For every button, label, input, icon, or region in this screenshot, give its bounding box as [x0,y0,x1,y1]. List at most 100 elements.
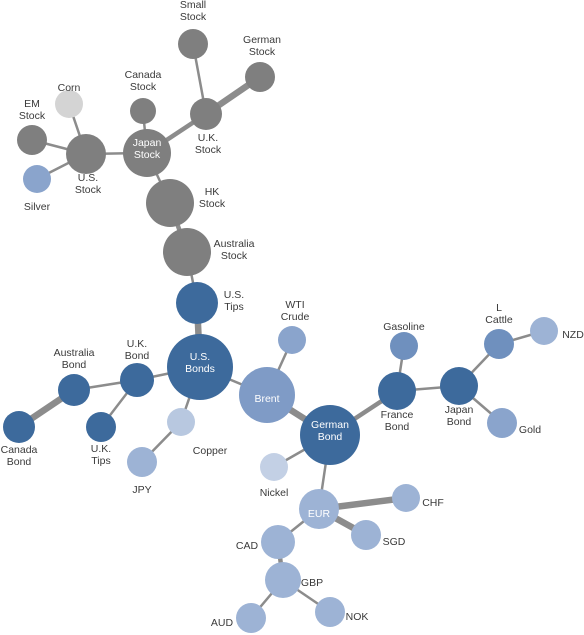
label-line: Silver [24,201,51,213]
label-line: U.S. [190,351,210,363]
label-line: NOK [346,611,369,623]
node-cad [261,525,295,559]
label-line: German [243,34,281,46]
node-nok [315,597,345,627]
label-nzd: NZD [562,329,584,341]
label-line: German [311,419,349,431]
node-wti [278,326,306,354]
node-layer [3,29,558,633]
label-canada-bond: Canada Bond [1,444,38,468]
label-gasoline: Gasoline [383,321,425,333]
node-japan-stock [123,129,171,177]
label-line: SGD [383,536,406,548]
label-small-stock: Small Stock [180,0,207,23]
label-line: Stock [180,11,207,23]
node-jpy [127,447,157,477]
label-em-stock: EM Stock [19,98,46,122]
node-l-cattle [484,329,514,359]
label-line: Canada [125,69,162,81]
node-small-stock [178,29,208,59]
node-france-bond [378,372,416,410]
node-german-stock [245,62,275,92]
node-silver [23,165,51,193]
label-japan-stock: Japan Stock [133,137,162,161]
label-line: Stock [221,250,248,262]
label-silver: Silver [24,201,51,213]
node-nickel [260,453,288,481]
label-brent: Brent [254,393,279,405]
label-line: AUD [211,617,234,629]
label-us-bonds: U.S. Bonds [185,351,215,375]
label-german-stock: German Stock [243,34,281,58]
label-france-bond: France Bond [381,409,414,433]
label-japan-bond: Japan Bond [445,404,474,428]
label-line: Japan [445,404,474,416]
label-line: France [381,409,414,421]
label-line: EUR [308,508,331,520]
label-line: Canada [1,444,38,456]
node-uk-stock [190,98,222,130]
label-line: Stock [75,184,102,196]
node-canada-bond [3,411,35,443]
node-corn [55,90,83,118]
label-line: U.S. [78,172,98,184]
node-aus-bond [58,374,90,406]
label-line: Bond [62,359,87,371]
label-line: U.K. [91,443,111,455]
label-line: WTI [285,299,304,311]
label-uk-bond: U.K. Bond [125,338,150,362]
label-aus-stock: Australia Stock [214,238,255,262]
node-sgd [351,520,381,550]
label-line: Bond [385,421,410,433]
label-line: Australia [214,238,255,250]
node-eur [299,489,339,529]
label-line: Australia [54,347,95,359]
label-line: JPY [132,484,151,496]
node-nzd [530,317,558,345]
label-line: CHF [422,497,444,509]
node-us-tips [176,282,218,324]
label-line: Bond [447,416,472,428]
label-us-tips: U.S. Tips [224,289,244,313]
node-japan-bond [440,367,478,405]
label-hk-stock: HK Stock [199,186,226,210]
label-line: U.K. [127,338,147,350]
node-german-bond [300,405,360,465]
label-wti: WTI Crude [281,299,310,323]
node-em-stock [17,125,47,155]
label-line: Nickel [260,487,289,499]
node-brent [239,367,295,423]
label-line: Stock [134,149,161,161]
label-line: Cattle [485,314,513,326]
label-line: Bond [7,456,32,468]
label-line: Stock [130,81,157,93]
node-gasoline [390,332,418,360]
label-uk-tips: U.K. Tips [91,443,111,467]
label-line: Copper [193,445,228,457]
label-german-bond: German Bond [311,419,349,443]
label-l-cattle: L Cattle [485,302,513,326]
node-hk-stock [146,179,194,227]
node-gbp [265,562,301,598]
label-sgd: SGD [383,536,406,548]
label-line: Stock [195,144,222,156]
label-line: CAD [236,540,259,552]
label-aud: AUD [211,617,234,629]
label-line: U.K. [198,132,218,144]
label-canada-stock: Canada Stock [125,69,162,93]
label-line: GBP [301,577,323,589]
label-line: Bond [125,350,150,362]
label-line: NZD [562,329,584,341]
label-aus-bond: Australia Bond [54,347,95,371]
node-canada-stock [130,98,156,124]
label-line: HK [205,186,220,198]
label-eur: EUR [308,508,331,520]
node-uk-bond [120,363,154,397]
label-line: Japan [133,137,162,149]
label-line: Crude [281,311,310,323]
label-line: EM [24,98,40,110]
node-copper [167,408,195,436]
label-uk-stock: U.K. Stock [195,132,222,156]
